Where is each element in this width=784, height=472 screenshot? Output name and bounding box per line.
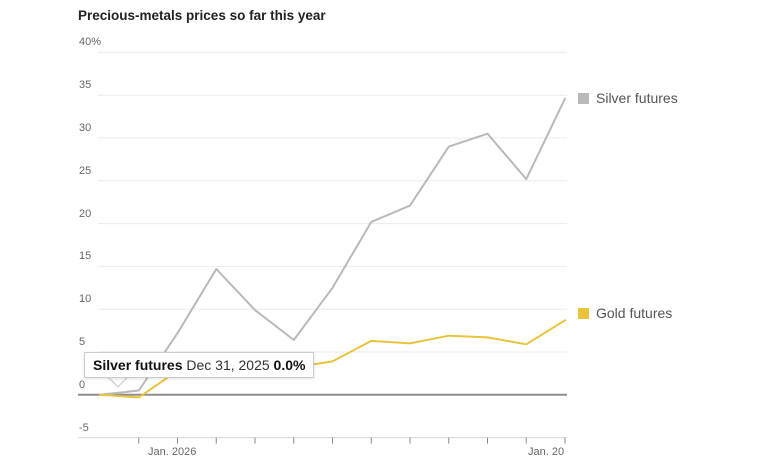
y-axis-label: -5	[79, 421, 89, 434]
legend-label-silver: Silver futures	[596, 90, 678, 106]
legend-item-gold: Gold futures	[578, 305, 672, 321]
y-axis-label: 0	[79, 378, 86, 391]
x-axis-label: Jan. 20	[528, 446, 565, 458]
y-axis-label: 25	[79, 164, 92, 177]
gold-swatch-icon	[578, 307, 589, 319]
y-axis-label: 5	[79, 336, 86, 348]
tooltip-date: Dec 31, 2025	[182, 357, 274, 373]
silver-swatch-icon	[578, 92, 589, 104]
y-axis-label: 40%	[79, 36, 102, 49]
y-axis-label: 20	[79, 207, 92, 220]
x-axis-label: Jan. 2026	[148, 446, 197, 458]
silver-futures-line	[99, 97, 566, 396]
tooltip: Silver futures Dec 31, 2025 0.0%	[84, 352, 315, 378]
y-axis-label: 10	[79, 293, 92, 306]
legend-item-silver: Silver futures	[578, 90, 678, 106]
legend-label-gold: Gold futures	[596, 305, 673, 321]
tooltip-value: 0.0%	[273, 357, 306, 373]
chart-title: Precious-metals prices so far this year	[78, 8, 326, 23]
y-axis-label: 30	[79, 122, 92, 134]
tooltip-series-name: Silver futures	[93, 357, 183, 373]
y-axis-label: 15	[79, 250, 92, 263]
y-axis-label: 35	[79, 79, 92, 92]
